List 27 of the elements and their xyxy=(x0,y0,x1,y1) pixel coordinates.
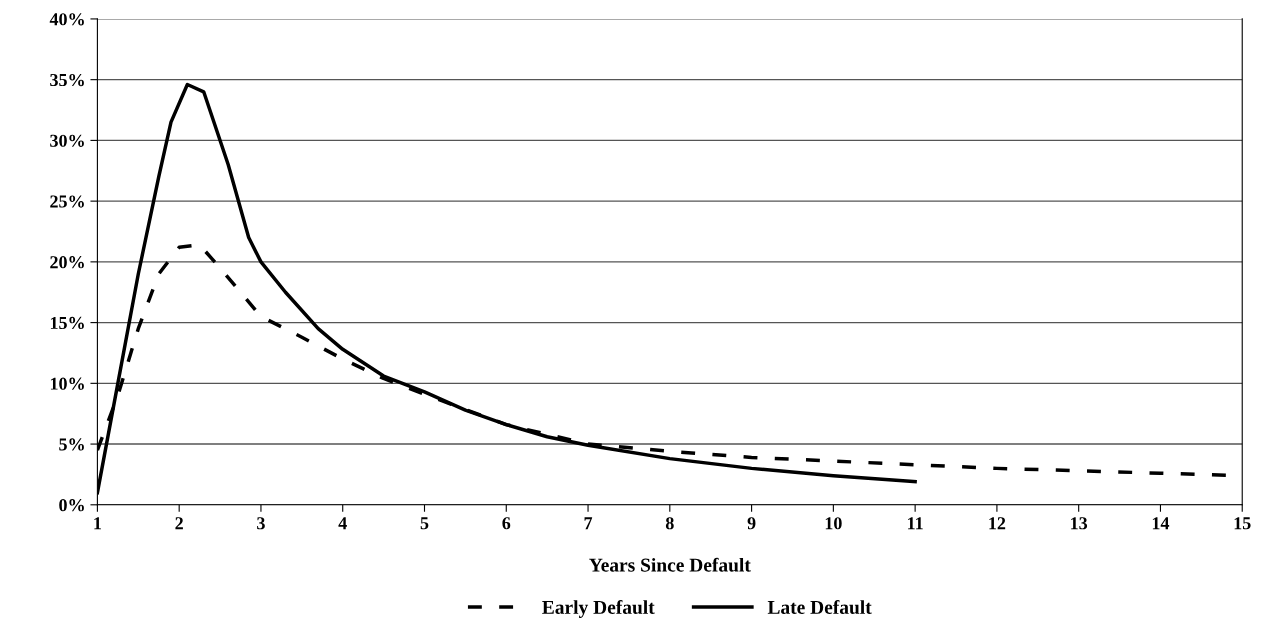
x-tick-label: 8 xyxy=(665,517,674,530)
legend-label: Early Default xyxy=(542,600,655,618)
x-tick-label: 11 xyxy=(908,517,923,530)
x-tick-label: 9 xyxy=(747,517,756,530)
x-axis-title: Years Since Default xyxy=(589,557,751,572)
x-tick-label: 5 xyxy=(420,517,429,530)
y-tick-label: 30% xyxy=(50,134,84,147)
x-tick-label: 15 xyxy=(1234,517,1251,530)
x-tick-label: 1 xyxy=(94,517,101,530)
x-tick-label: 3 xyxy=(257,517,265,530)
y-tick-label: 25% xyxy=(50,195,84,208)
y-tick-label: 40% xyxy=(49,13,84,26)
y-tick-label: 5% xyxy=(59,438,84,451)
x-tick-label: 10 xyxy=(825,517,842,530)
y-tick-label: 20% xyxy=(50,256,84,269)
x-tick-label: 12 xyxy=(989,517,1006,530)
x-tick-label: 6 xyxy=(502,517,511,530)
legend-label: Late Default xyxy=(767,600,872,614)
y-tick-label: 15% xyxy=(50,316,84,330)
x-tick-label: 7 xyxy=(584,517,593,530)
x-tick-label: 4 xyxy=(338,517,347,530)
x-tick-label: 2 xyxy=(175,517,183,530)
x-tick-label: 13 xyxy=(1071,517,1088,530)
y-tick-label: 35% xyxy=(50,73,84,87)
y-tick-label: 10% xyxy=(50,377,84,390)
x-tick-label: 14 xyxy=(1152,517,1170,530)
y-tick-label: 0% xyxy=(59,499,84,512)
